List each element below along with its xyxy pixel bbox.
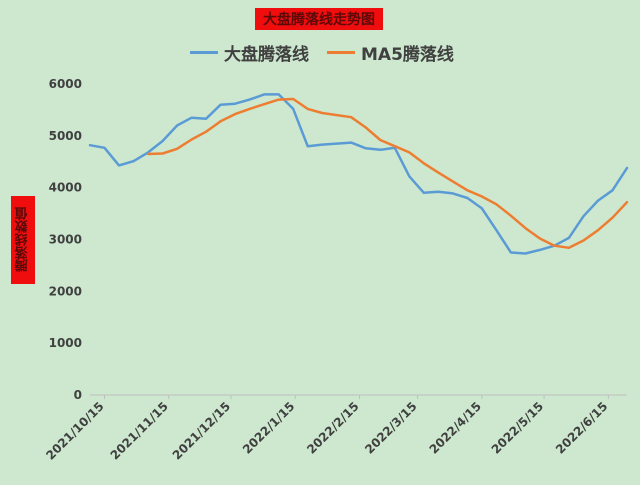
- y-tick-label: 4000: [49, 181, 82, 195]
- x-tick-label: 2022/6/15: [553, 399, 610, 456]
- legend-label-series-2: MA5腾落线: [361, 45, 454, 65]
- x-tick-label: 2021/11/15: [108, 399, 171, 462]
- legend-item-series-1: 大盘腾落线: [190, 40, 309, 65]
- y-tick-label: 2000: [49, 284, 82, 298]
- x-tick-label: 2022/5/15: [489, 399, 546, 456]
- y-tick-label: 6000: [49, 77, 82, 91]
- y-tick-label: 3000: [49, 233, 82, 247]
- x-tick-label: 2022/2/15: [304, 399, 361, 456]
- y-tick-label: 5000: [49, 129, 82, 143]
- x-tick-label: 2022/3/15: [362, 399, 419, 456]
- legend-label-series-1: 大盘腾落线: [224, 45, 309, 65]
- y-tick-label: 1000: [49, 336, 82, 350]
- series-line-1: [88, 93, 629, 255]
- x-tick-label: 2021/12/15: [170, 399, 233, 462]
- legend-item-series-2: MA5腾落线: [327, 40, 454, 65]
- x-tick-label: 2022/1/15: [240, 399, 297, 456]
- y-axis-label: 腾落线数值: [11, 196, 35, 284]
- legend-swatch-series-2: [327, 51, 355, 54]
- y-tick-label: 0: [74, 388, 82, 402]
- legend: 大盘腾落线 MA5腾落线: [190, 40, 472, 65]
- legend-swatch-series-1: [190, 51, 218, 54]
- series-line-2: [146, 97, 629, 250]
- x-tick-label: 2021/10/15: [43, 399, 106, 462]
- x-tick-label: 2022/4/15: [427, 399, 484, 456]
- chart-title: 大盘腾落线走势图: [255, 8, 383, 30]
